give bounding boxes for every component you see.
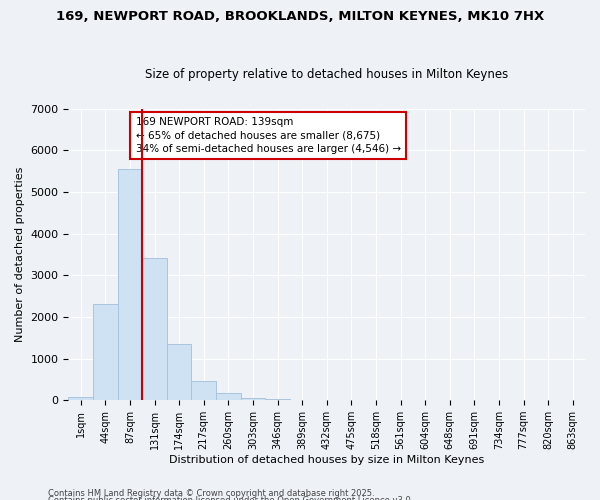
Text: Contains HM Land Registry data © Crown copyright and database right 2025.: Contains HM Land Registry data © Crown c… [48, 488, 374, 498]
Text: 169, NEWPORT ROAD, BROOKLANDS, MILTON KEYNES, MK10 7HX: 169, NEWPORT ROAD, BROOKLANDS, MILTON KE… [56, 10, 544, 23]
Title: Size of property relative to detached houses in Milton Keynes: Size of property relative to detached ho… [145, 68, 508, 81]
X-axis label: Distribution of detached houses by size in Milton Keynes: Distribution of detached houses by size … [169, 455, 484, 465]
Bar [68, 398, 93, 400]
Bar [167, 344, 191, 400]
Bar [241, 398, 265, 400]
Text: 169 NEWPORT ROAD: 139sqm
← 65% of detached houses are smaller (8,675)
34% of sem: 169 NEWPORT ROAD: 139sqm ← 65% of detach… [136, 118, 401, 154]
Bar [216, 393, 241, 400]
Bar [93, 304, 118, 400]
Y-axis label: Number of detached properties: Number of detached properties [15, 166, 25, 342]
Bar [191, 382, 216, 400]
Text: Contains public sector information licensed under the Open Government Licence v3: Contains public sector information licen… [48, 496, 413, 500]
Bar [142, 258, 167, 400]
Bar [118, 169, 142, 400]
